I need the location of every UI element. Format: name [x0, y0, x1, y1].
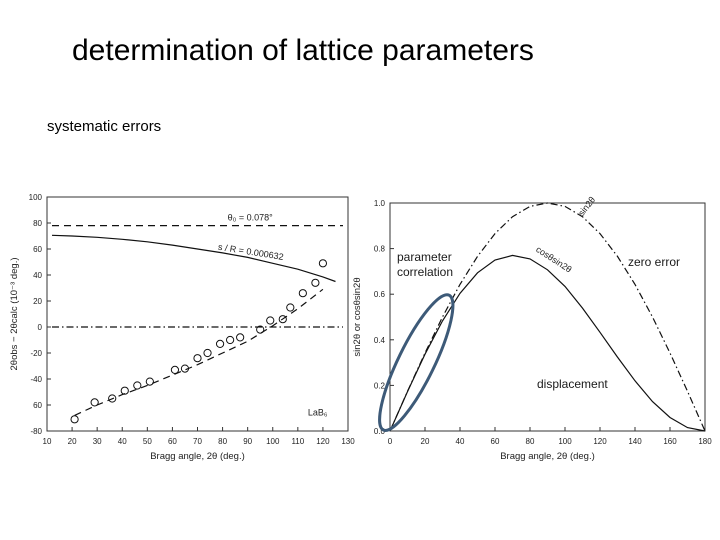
series-line: [74, 288, 324, 416]
data-point: [108, 394, 117, 403]
x-tick-label: 50: [143, 437, 152, 446]
sin2theta-curve-label: sin2θ: [576, 195, 597, 218]
displacement-label: displacement: [537, 377, 608, 391]
residuals-chart: 10 20 30 40 50 60 70 80 90 100 110 120 130 -80 60 -40 -2…: [9, 193, 355, 462]
x-tick-label: 20: [68, 437, 77, 446]
y-tick-label: 1.0: [374, 199, 386, 208]
x-tick-label: 70: [193, 437, 202, 446]
y-tick-label: 0.6: [374, 290, 386, 299]
x-tick-label: 130: [341, 437, 355, 446]
x-tick-label: 80: [218, 437, 227, 446]
data-point: [133, 381, 142, 390]
y-tick-label: 60: [33, 401, 42, 410]
plot-frame: [389, 202, 706, 432]
x-tick-label: 120: [593, 437, 607, 446]
slide-title: determination of lattice parameters: [72, 34, 534, 67]
data-point: [311, 278, 320, 287]
x-tick-label: 30: [93, 437, 102, 446]
y-tick-label: -40: [30, 375, 42, 384]
data-point: [145, 377, 154, 386]
y-tick-label: 40: [33, 271, 42, 280]
x-axis-label: Bragg angle, 2θ (deg.): [150, 451, 245, 462]
data-point: [236, 333, 245, 342]
x-tick-label: 40: [118, 437, 127, 446]
data-point: [215, 339, 225, 348]
data-point: [193, 354, 202, 363]
y-axis-label: 2θobs − 2θcalc (10⁻³ deg.): [9, 257, 20, 370]
y-tick-label: -80: [30, 427, 42, 436]
zero-error-label: zero error: [628, 255, 681, 269]
y-tick-label: 60: [33, 245, 42, 254]
x-tick-label: 20: [421, 437, 430, 446]
series-line: [389, 202, 706, 432]
y-tick-label: 0.2: [374, 381, 386, 390]
x-tick-label: 100: [558, 437, 572, 446]
data-point: [70, 415, 79, 424]
x-tick-label: 10: [43, 437, 52, 446]
x-tick-label: 0: [388, 437, 393, 446]
x-axis-label: Bragg angle, 2θ (deg.): [500, 451, 595, 462]
x-tick-label: 60: [168, 437, 177, 446]
data-point: [226, 335, 235, 345]
sin2theta-chart: 0 20 40 60 80 100 120 140 160 180 0.0 0.2 0.4 0.6 0.8 1…: [352, 195, 712, 462]
y-tick-label: 100: [29, 193, 43, 202]
y-axis-label: sin2θ or cosθsin2θ: [352, 277, 363, 356]
costheta-sin2theta-curve-label: cosθsin2θ: [534, 244, 573, 274]
y-tick-label: 0.4: [374, 336, 386, 345]
x-tick-label: 110: [291, 437, 304, 446]
x-tick-label: 180: [698, 437, 712, 446]
x-tick-label: 80: [526, 437, 535, 446]
y-tick-label: 80: [33, 219, 42, 228]
sample-label: LaB₆: [308, 407, 328, 417]
data-point: [286, 303, 295, 312]
data-point: [170, 365, 180, 374]
subtitle: systematic errors: [47, 118, 162, 135]
x-tick-label: 60: [491, 437, 500, 446]
data-point: [278, 315, 287, 324]
data-point: [318, 259, 328, 268]
plot-frame: [46, 196, 349, 432]
x-tick-label: 120: [316, 437, 330, 446]
correlation-ellipse: [378, 293, 455, 432]
data-point: [203, 348, 212, 358]
series-line: [389, 254, 706, 432]
displacement-fit-label: s / R = 0.000632: [217, 242, 284, 262]
x-tick-label: 90: [243, 437, 252, 446]
x-tick-label: 100: [266, 437, 280, 446]
y-tick-label: -20: [30, 349, 42, 358]
y-tick-label: 0: [38, 323, 43, 332]
data-point: [256, 325, 265, 334]
series-line: [51, 234, 336, 283]
y-tick-label: 0.8: [374, 245, 386, 254]
x-tick-label: 160: [663, 437, 677, 446]
data-point: [298, 289, 307, 298]
parameter-correlation-label: parameter correlation: [397, 250, 454, 279]
x-tick-label: 140: [628, 437, 642, 446]
data-point: [180, 364, 190, 373]
data-point: [90, 398, 99, 407]
zero-shift-label: θ₀ = 0.078°: [228, 212, 274, 222]
data-point: [266, 316, 275, 325]
x-tick-label: 40: [456, 437, 465, 446]
data-point: [120, 386, 129, 395]
y-tick-label: 0.0: [374, 427, 386, 436]
y-tick-label: 20: [33, 297, 42, 306]
